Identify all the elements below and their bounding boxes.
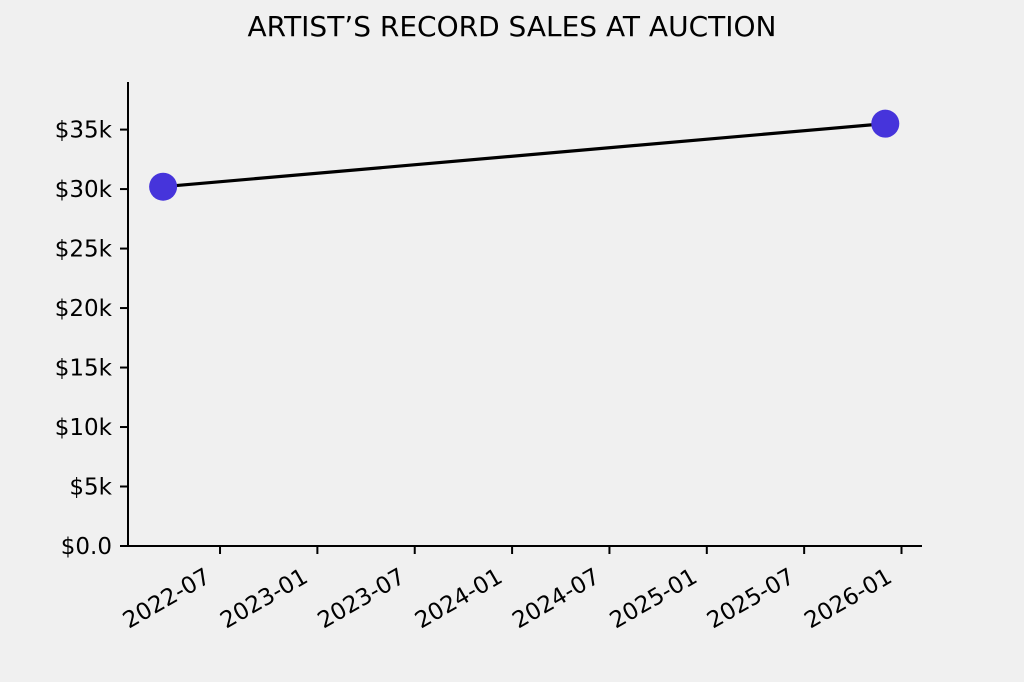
y-tick-label: $30k [55,177,113,203]
data-point-marker [149,172,178,201]
y-tick-label: $20k [55,296,113,322]
chart-title: ARTIST’S RECORD SALES AT AUCTION [247,10,777,43]
y-tick-label: $5k [69,475,112,501]
y-tick-label: $25k [55,237,113,263]
x-tick-label: 2025-01 [606,564,702,635]
x-tick-label: 2022-07 [119,564,215,635]
x-tick-label: 2026-01 [800,564,896,635]
x-tick-label: 2025-07 [703,564,799,635]
x-tick-label: 2024-07 [508,564,604,635]
y-tick-label: $0.0 [61,534,112,560]
data-line [161,122,887,189]
y-tick-label: $15k [55,356,113,382]
y-tick-label: $35k [55,118,113,144]
x-tick-label: 2023-01 [216,564,312,635]
x-tick-label: 2023-07 [314,564,410,635]
y-tick-label: $10k [55,415,113,441]
x-tick-label: 2024-01 [411,564,507,635]
data-point-marker [871,109,900,138]
